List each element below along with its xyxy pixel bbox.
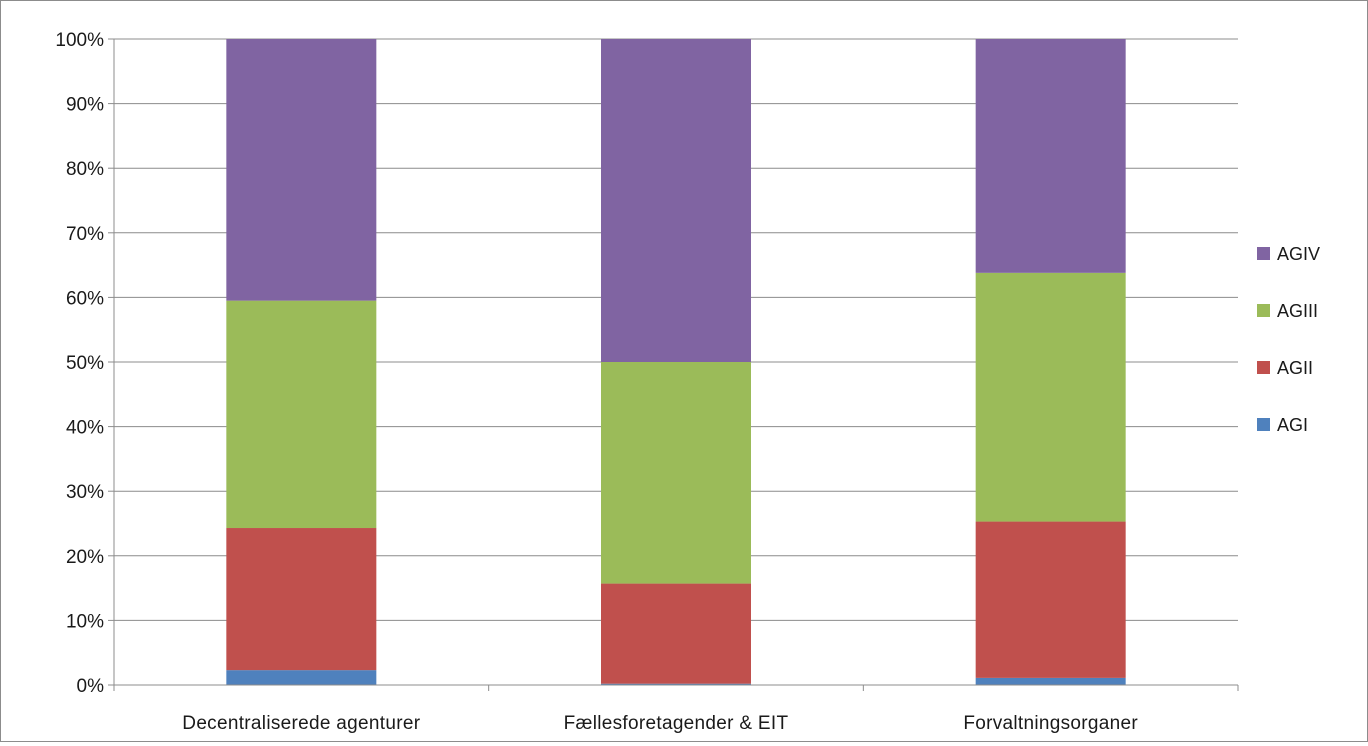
y-tick-label: 90% [66, 95, 104, 116]
bars [226, 39, 1126, 685]
y-tick-label: 70% [66, 224, 104, 245]
x-category-label: Decentraliserede agenturer [182, 713, 420, 734]
y-tick-label: 30% [66, 482, 104, 503]
x-category-label: Forvaltningsorganer [963, 713, 1138, 734]
legend-label-agi: AGI [1277, 415, 1308, 435]
y-tick-label: 100% [55, 30, 104, 51]
bar-segment-agiv [226, 39, 377, 301]
bar-segment-agiii [601, 362, 751, 584]
legend-label-agiv: AGIV [1277, 244, 1320, 264]
bar-segment-agiii [975, 272, 1126, 522]
bar-segment-agi [601, 683, 751, 685]
y-axis-ticks: 0% 10% 20% 30% 40% 50% 60% 70% 80% 90% 100% [55, 30, 114, 697]
y-tick-label: 50% [66, 353, 104, 374]
legend-swatch-agiii [1257, 304, 1270, 317]
legend-label-agii: AGII [1277, 358, 1313, 378]
bar-segment-agii [226, 528, 377, 671]
y-tick-label: 80% [66, 159, 104, 180]
x-axis-categories: Decentraliserede agenturer Fællesforetage… [182, 713, 1138, 734]
y-tick-label: 40% [66, 418, 104, 439]
y-tick-label: 20% [66, 547, 104, 568]
bar-segment-agiii [226, 300, 377, 529]
bar-segment-agi [975, 677, 1126, 685]
legend: AGIV AGIII AGII AGI [1257, 244, 1320, 435]
legend-swatch-agii [1257, 361, 1270, 374]
y-tick-label: 60% [66, 288, 104, 309]
x-category-label: Fællesforetagender & EIT [564, 713, 789, 734]
legend-label-agiii: AGIII [1277, 301, 1318, 321]
bar-segment-agi [226, 670, 377, 685]
y-tick-label: 0% [77, 676, 105, 697]
bar-segment-agii [975, 521, 1126, 678]
bar-segment-agii [601, 583, 751, 684]
bar-segment-agiv [975, 39, 1126, 273]
bar-segment-agiv [601, 39, 751, 362]
legend-swatch-agi [1257, 418, 1270, 431]
y-tick-label: 10% [66, 611, 104, 632]
legend-swatch-agiv [1257, 247, 1270, 260]
